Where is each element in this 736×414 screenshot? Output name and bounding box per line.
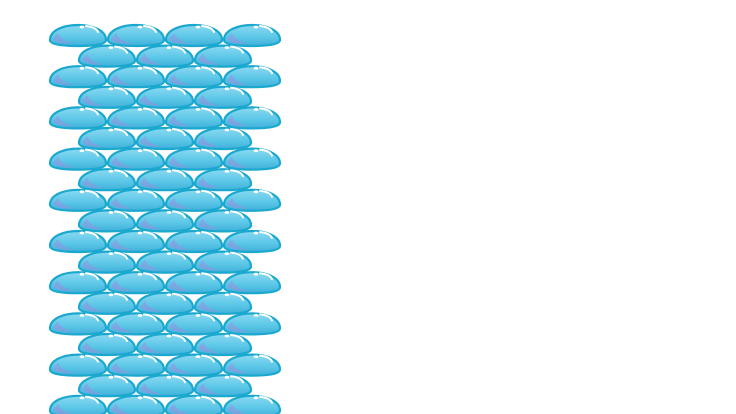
water-droplet-icon <box>106 312 166 336</box>
water-droplet-icon <box>193 374 253 398</box>
water-droplet-icon <box>193 291 253 315</box>
water-droplet-icon <box>222 312 282 336</box>
water-droplet-icon <box>222 271 282 295</box>
water-droplet-icon <box>77 209 137 233</box>
water-droplet-icon <box>164 23 224 48</box>
water-droplet-icon <box>193 250 253 274</box>
water-droplet-icon <box>48 23 108 48</box>
water-droplet-icon <box>164 188 224 212</box>
water-droplet-icon <box>164 353 224 377</box>
water-droplet-icon <box>135 209 195 233</box>
water-droplet-icon <box>222 353 282 377</box>
water-droplet-icon <box>193 332 253 357</box>
water-droplet-icon <box>77 291 137 315</box>
water-droplet-icon <box>135 126 195 151</box>
water-droplet-icon <box>222 106 282 130</box>
water-droplet-icon <box>77 126 137 151</box>
water-droplet-icon <box>135 332 195 357</box>
water-droplet-icon <box>77 44 137 68</box>
water-droplet-icon <box>135 168 195 192</box>
water-droplet-icon <box>77 374 137 398</box>
water-droplet-icon <box>106 229 166 254</box>
water-droplet-icon <box>48 106 108 130</box>
water-droplet-icon <box>164 394 224 414</box>
water-droplet-icon <box>48 312 108 336</box>
water-droplet-icon <box>193 126 253 151</box>
water-droplet-icon <box>106 147 166 171</box>
water-droplet-icon <box>164 229 224 254</box>
water-droplet-icon <box>164 271 224 295</box>
water-droplet-icon <box>135 250 195 274</box>
water-droplet-icon <box>106 353 166 377</box>
water-droplet-icon <box>135 44 195 68</box>
water-droplet-icon <box>222 65 282 89</box>
water-droplet-icon <box>106 23 166 48</box>
water-droplet-icon <box>193 168 253 192</box>
water-droplet-icon <box>48 394 108 414</box>
water-droplet-icon <box>48 353 108 377</box>
water-droplet-icon <box>77 332 137 357</box>
water-droplet-icon <box>135 291 195 315</box>
water-droplet-icon <box>222 229 282 254</box>
water-droplet-icon <box>106 106 166 130</box>
water-droplet-icon <box>164 147 224 171</box>
water-droplet-icon <box>164 312 224 336</box>
water-droplet-icon <box>222 188 282 212</box>
water-droplet-icon <box>193 209 253 233</box>
water-droplet-icon <box>222 23 282 48</box>
water-droplet-icon <box>164 106 224 130</box>
water-droplet-icon <box>106 188 166 212</box>
water-droplet-icon <box>106 65 166 89</box>
water-droplet-icon <box>48 65 108 89</box>
water-droplet-icon <box>77 250 137 274</box>
water-droplet-icon <box>48 271 108 295</box>
water-droplet-icon <box>77 168 137 192</box>
water-droplet-icon <box>106 394 166 414</box>
water-droplet-icon <box>193 44 253 68</box>
water-droplet-icon <box>48 188 108 212</box>
water-droplet-icon <box>193 85 253 109</box>
water-droplet-icon <box>222 147 282 171</box>
water-droplet-icon <box>77 85 137 109</box>
water-droplet-icon <box>222 394 282 414</box>
water-droplet-icon <box>135 85 195 109</box>
water-droplet-icon <box>106 271 166 295</box>
water-droplet-icon <box>48 229 108 254</box>
water-droplet-icon <box>135 374 195 398</box>
water-droplet-icon <box>164 65 224 89</box>
water-droplet-icon <box>48 147 108 171</box>
